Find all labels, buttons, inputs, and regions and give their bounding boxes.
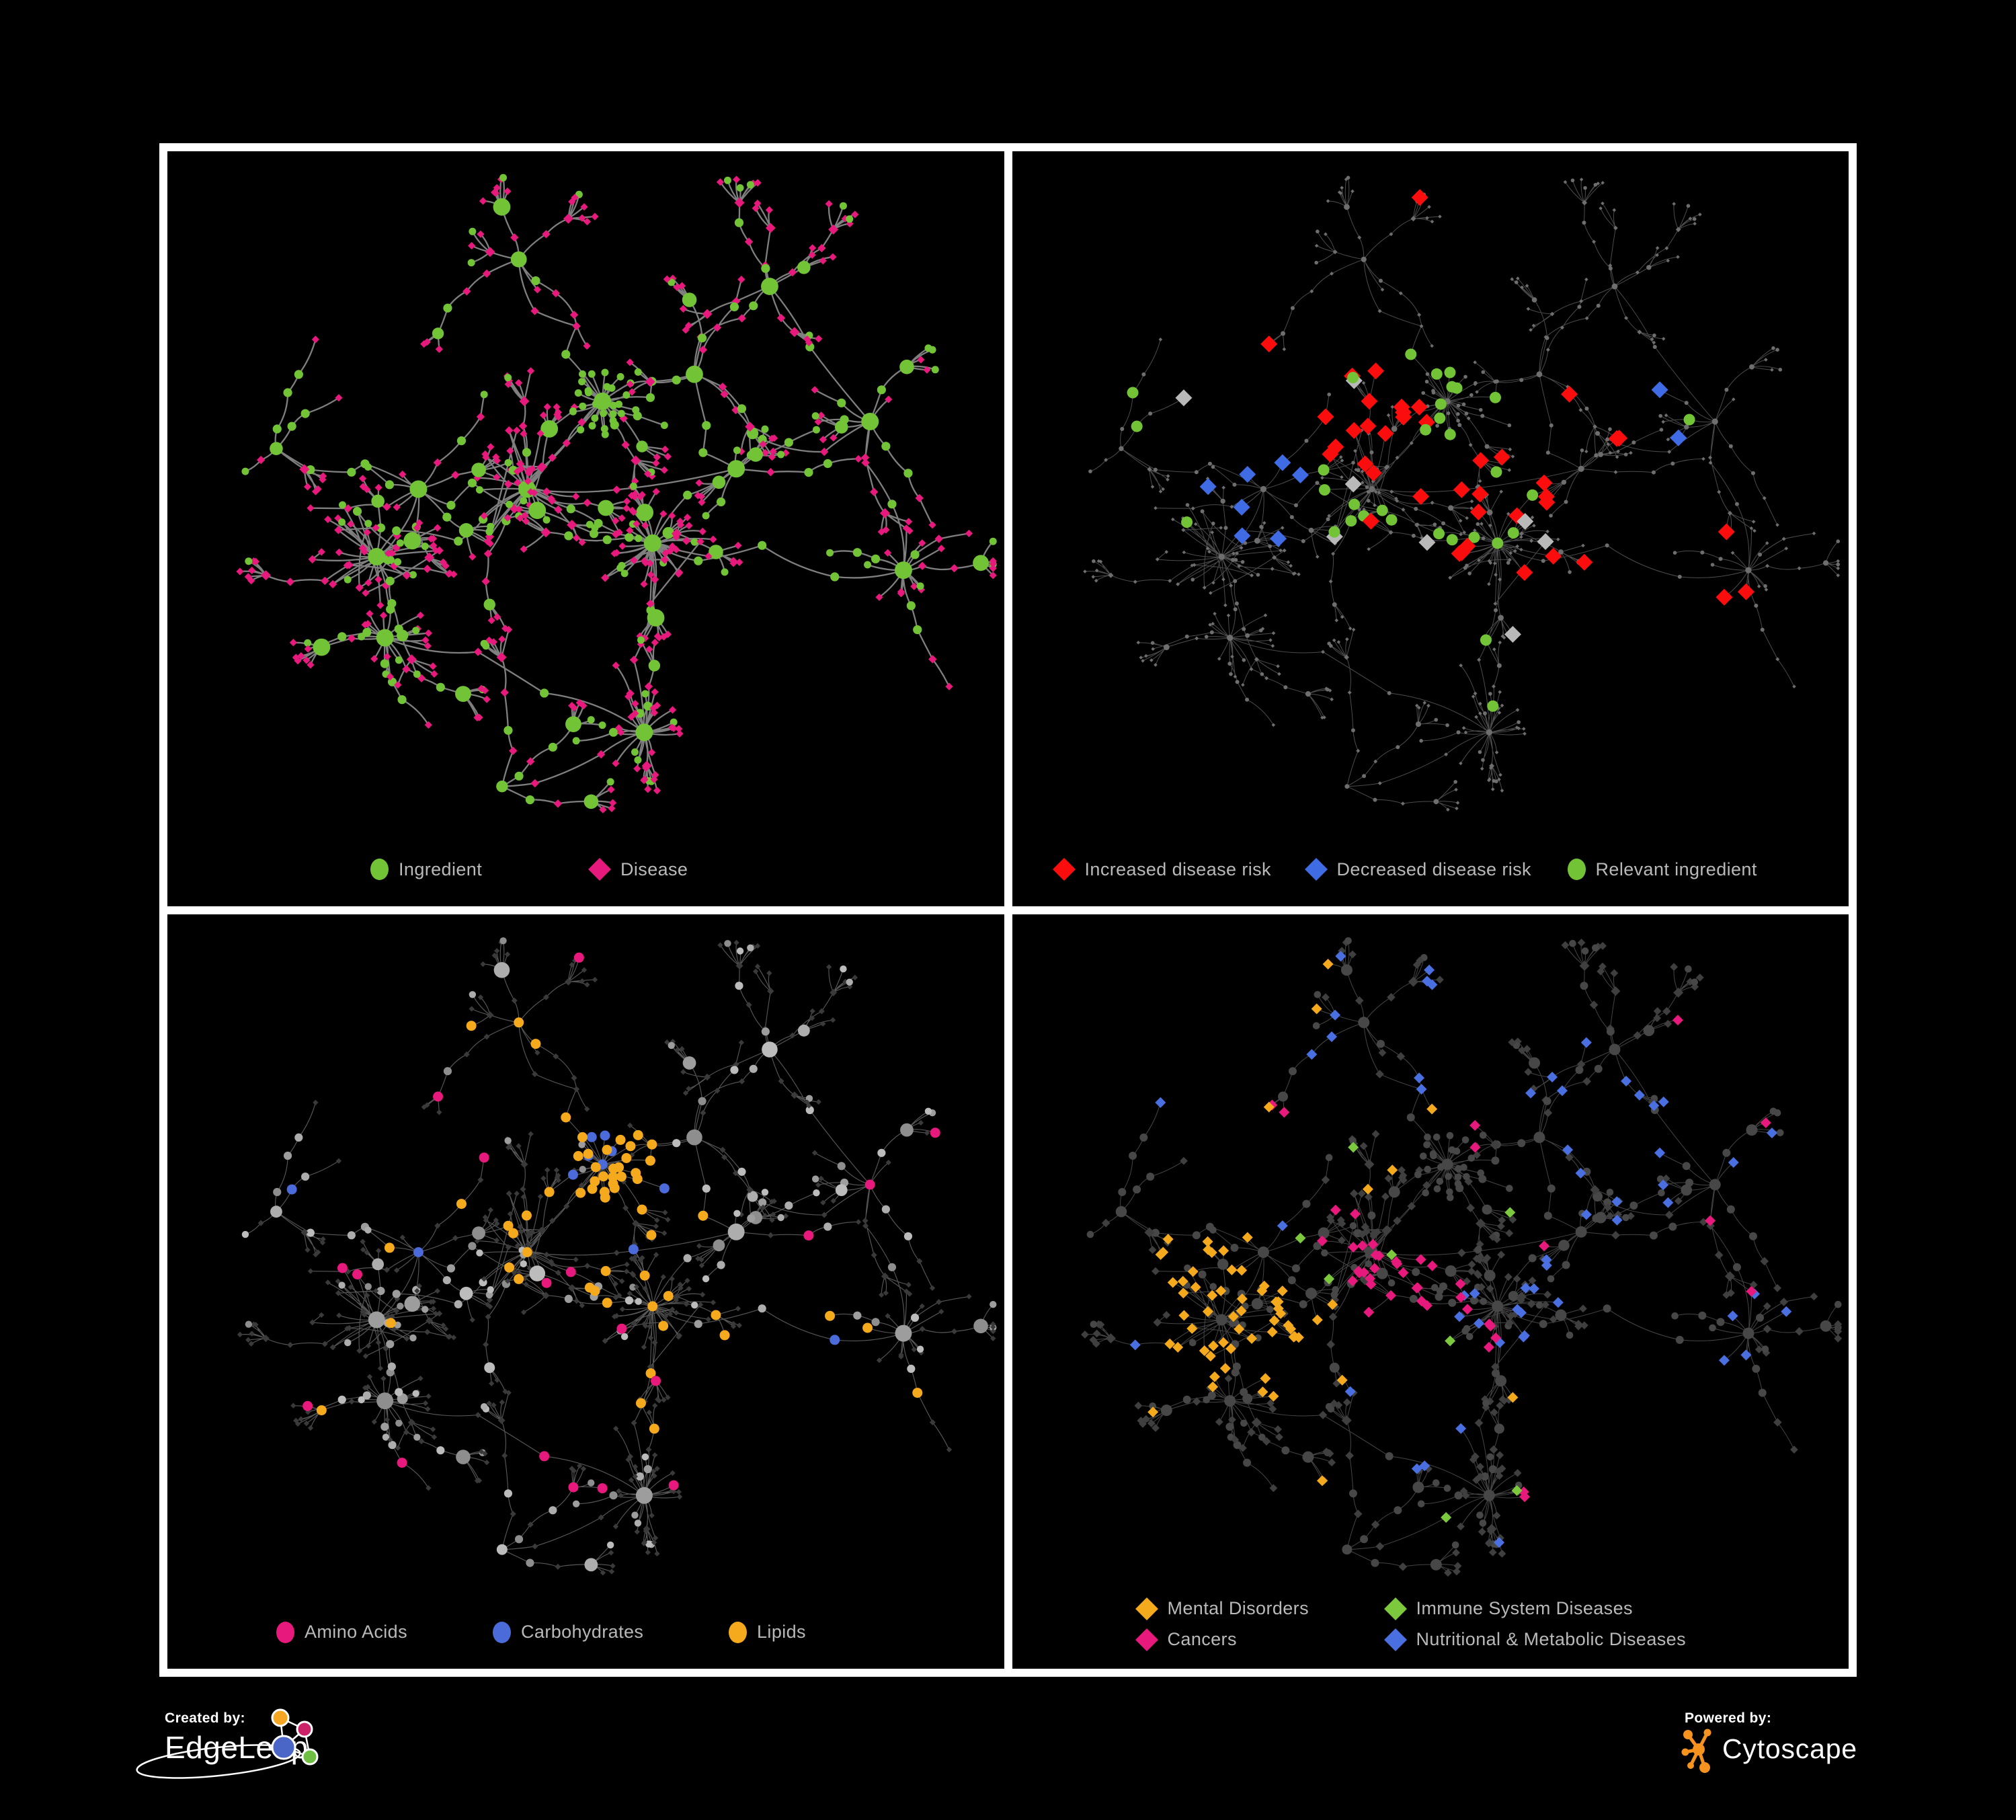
network-ingredient-classes: [237, 937, 997, 1575]
legend-label: Cancers: [1167, 1629, 1237, 1649]
legend-label: Decreased disease risk: [1336, 859, 1531, 879]
legend-label: Carbohydrates: [521, 1622, 644, 1642]
legend-item-relevant-ingredient: Relevant ingredient: [1567, 858, 1757, 881]
legend-item-decreased-risk: Decreased disease risk: [1304, 858, 1531, 881]
panel-grid: Ingredient Disease Increased disease ris…: [159, 143, 1857, 1677]
legend-label: Ingredient: [399, 859, 483, 879]
panel-ingredient-disease: Ingredient Disease: [167, 151, 1004, 906]
carbohydrates-circle-icon: [493, 1621, 511, 1643]
legend-item-immune-system-diseases: Immune System Diseases: [1383, 1597, 1633, 1620]
legend-item-cancers: Cancers: [1135, 1628, 1237, 1651]
panel-disease-risk: Increased disease risk Decreased disease…: [1012, 151, 1849, 906]
legend-label: Nutritional & Metabolic Diseases: [1416, 1629, 1686, 1649]
legend-item-ingredient: Ingredient: [370, 858, 482, 881]
decreased-risk-diamond-icon: [1304, 858, 1328, 881]
edgeleap-node-orange: [271, 1708, 290, 1727]
ingredient-circle-icon: [370, 859, 389, 880]
legend-label: Disease: [620, 859, 688, 879]
legend-label: Increased disease risk: [1084, 859, 1271, 879]
mental-disorders-diamond-icon: [1135, 1597, 1158, 1620]
legend-item-carbohydrates: Carbohydrates: [493, 1621, 643, 1644]
nutritional-metabolic-diamond-icon: [1383, 1628, 1407, 1651]
powered-by-label: Powered by:: [1685, 1710, 1772, 1726]
legend-item-increased-risk: Increased disease risk: [1052, 858, 1271, 881]
cytoscape-wordmark: Cytoscape: [1722, 1733, 1857, 1764]
network-ingredient-disease: [236, 173, 997, 814]
panel-ingredient-classes: Amino Acids Carbohydrates Lipids: [167, 914, 1004, 1669]
created-by-label: Created by:: [165, 1710, 245, 1726]
legend-item-amino-acids: Amino Acids: [276, 1621, 407, 1644]
cytoscape-logo: [1681, 1729, 1711, 1773]
legend-label: Lipids: [757, 1622, 806, 1642]
immune-system-diamond-icon: [1383, 1597, 1407, 1620]
panel-disease-classes: Mental Disorders Immune System Diseases …: [1012, 914, 1849, 1669]
network-disease-risk: [1082, 175, 1840, 812]
legend-item-mental-disorders: Mental Disorders: [1135, 1597, 1309, 1620]
lipids-circle-icon: [729, 1621, 747, 1643]
legend-label: Mental Disorders: [1167, 1598, 1309, 1618]
legend-label: Relevant ingredient: [1595, 859, 1757, 879]
disease-diamond-icon: [588, 858, 611, 881]
legend-item-lipids: Lipids: [729, 1621, 806, 1644]
legend-label: Immune System Diseases: [1416, 1598, 1633, 1618]
edgeleap-wordmark: EdgeLeap: [165, 1730, 309, 1765]
relevant-ingredient-circle-icon: [1567, 859, 1586, 880]
legend-item-disease: Disease: [588, 858, 688, 881]
network-disease-classes: [1080, 937, 1842, 1577]
legend-label: Amino Acids: [305, 1622, 407, 1642]
amino-acids-circle-icon: [276, 1621, 294, 1643]
legend-item-nutritional-metabolic-diseases: Nutritional & Metabolic Diseases: [1383, 1628, 1686, 1651]
increased-risk-diamond-icon: [1052, 858, 1076, 881]
cytoscape-edges: [1683, 1731, 1709, 1770]
cancers-diamond-icon: [1135, 1628, 1158, 1651]
